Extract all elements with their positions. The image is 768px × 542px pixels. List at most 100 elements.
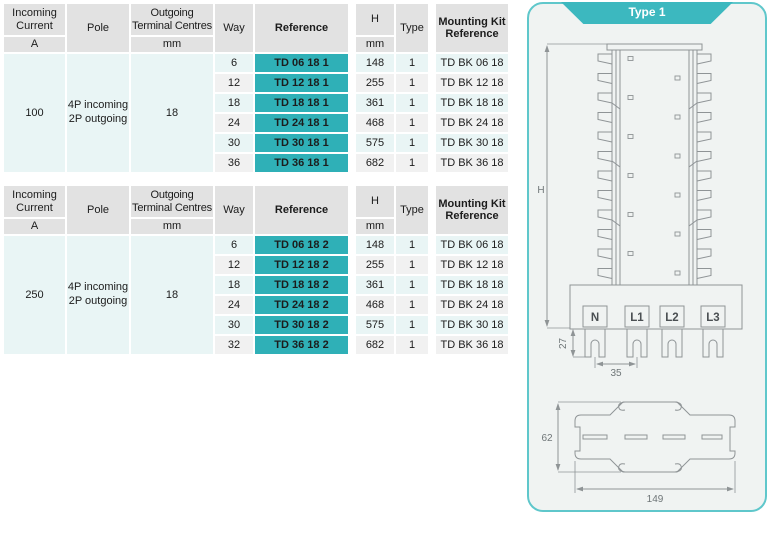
way-value: 12 [215,74,253,92]
bottom-view-drawing [555,401,736,493]
reference-value: TD 30 18 2 [255,316,348,334]
reference-value: TD 12 18 2 [255,256,348,274]
col-header-mounting-kit: Mounting Kit Reference [436,186,508,234]
h-value: 682 [356,154,394,172]
way-value: 18 [215,94,253,112]
reference-value: TD 24 18 2 [255,296,348,314]
reference-value: TD 12 18 1 [255,74,348,92]
h-value: 361 [356,276,394,294]
col-header-pole: Pole [67,186,129,234]
col-header-type: Type [396,4,428,52]
pole-line-1: 4P incoming [67,281,129,294]
mounting-kit-value: TD BK 36 18 [436,154,508,172]
column-gap [430,4,434,172]
unit-amps: A [4,219,65,234]
col-header-incoming-current: Incoming Current [4,4,65,35]
technical-drawing: H 27 35 N L1 L2 L3 [537,43,743,505]
h-value: 255 [356,256,394,274]
pole-value: 4P incoming 2P outgoing [67,236,129,354]
h-value: 575 [356,316,394,334]
mounting-kit-value: TD BK 18 18 [436,276,508,294]
panel-title: Type 1 [628,5,666,19]
col-header-outgoing-terminal-centres: Outgoing Terminal Centres [131,186,213,217]
h-value: 361 [356,94,394,112]
reference-value: TD 36 18 1 [255,154,348,172]
col-header-pole: Pole [67,4,129,52]
spec-table-250a: Incoming Current Pole Outgoing Terminal … [2,184,510,356]
type-value: 1 [396,54,428,72]
h-value: 682 [356,336,394,354]
col-header-type: Type [396,186,428,234]
type-value: 1 [396,134,428,152]
dim-27-label: 27 [558,337,569,349]
reference-value: TD 36 18 2 [255,336,348,354]
terminal-centres-value: 18 [131,236,213,354]
type-value: 1 [396,336,428,354]
incoming-current-value: 250 [4,236,65,354]
dim-62-label: 62 [541,433,553,444]
h-value: 468 [356,296,394,314]
way-value: 30 [215,134,253,152]
pole-line-2: 2P outgoing [68,295,128,307]
col-header-outgoing-terminal-centres: Outgoing Terminal Centres [131,4,213,35]
way-value: 24 [215,296,253,314]
unit-mm: mm [131,37,213,52]
col-header-incoming-current: Incoming Current [4,186,65,217]
type-value: 1 [396,316,428,334]
mounting-kit-value: TD BK 24 18 [436,296,508,314]
unit-mm: mm [131,219,213,234]
unit-mm: mm [356,219,394,234]
unit-mm: mm [356,37,394,52]
col-header-h: H [356,186,394,217]
type-value: 1 [396,236,428,254]
mounting-kit-value: TD BK 06 18 [436,54,508,72]
h-value: 575 [356,134,394,152]
incoming-current-value: 100 [4,54,65,172]
mounting-kit-value: TD BK 30 18 [436,316,508,334]
type-value: 1 [396,94,428,112]
pole-line-1: 4P incoming [67,99,129,112]
dim-149-label: 149 [647,494,664,505]
dim-35-label: 35 [610,368,622,379]
pole-line-2: 2P outgoing [68,113,128,125]
h-value: 255 [356,74,394,92]
col-header-mounting-kit: Mounting Kit Reference [436,4,508,52]
type-value: 1 [396,114,428,132]
terminal-label-n: N [591,312,599,324]
way-value: 6 [215,236,253,254]
way-value: 30 [215,316,253,334]
way-value: 36 [215,154,253,172]
reference-value: TD 18 18 2 [255,276,348,294]
panel-title-tab: Type 1 [561,2,733,24]
type-1-panel: Type 1 [527,2,767,512]
mounting-kit-value: TD BK 36 18 [436,336,508,354]
col-header-h: H [356,4,394,35]
terminal-label-l3: L3 [706,312,719,324]
col-header-way: Way [215,4,253,52]
way-value: 6 [215,54,253,72]
way-value: 18 [215,276,253,294]
col-header-way: Way [215,186,253,234]
spec-table-100a: Incoming Current Pole Outgoing Terminal … [2,2,510,174]
type-value: 1 [396,296,428,314]
way-value: 12 [215,256,253,274]
terminal-label-l2: L2 [665,312,678,324]
h-value: 468 [356,114,394,132]
h-value: 148 [356,236,394,254]
type-value: 1 [396,256,428,274]
front-view-drawing [544,43,743,368]
way-value: 32 [215,336,253,354]
terminal-centres-value: 18 [131,54,213,172]
terminal-label-l1: L1 [630,312,644,324]
column-gap [350,186,354,354]
mounting-kit-value: TD BK 06 18 [436,236,508,254]
reference-value: TD 18 18 1 [255,94,348,112]
column-gap [350,4,354,172]
column-gap [430,186,434,354]
mounting-kit-value: TD BK 12 18 [436,74,508,92]
type-value: 1 [396,74,428,92]
unit-amps: A [4,37,65,52]
mounting-kit-value: TD BK 18 18 [436,94,508,112]
type-value: 1 [396,154,428,172]
col-header-reference: Reference [255,4,348,52]
